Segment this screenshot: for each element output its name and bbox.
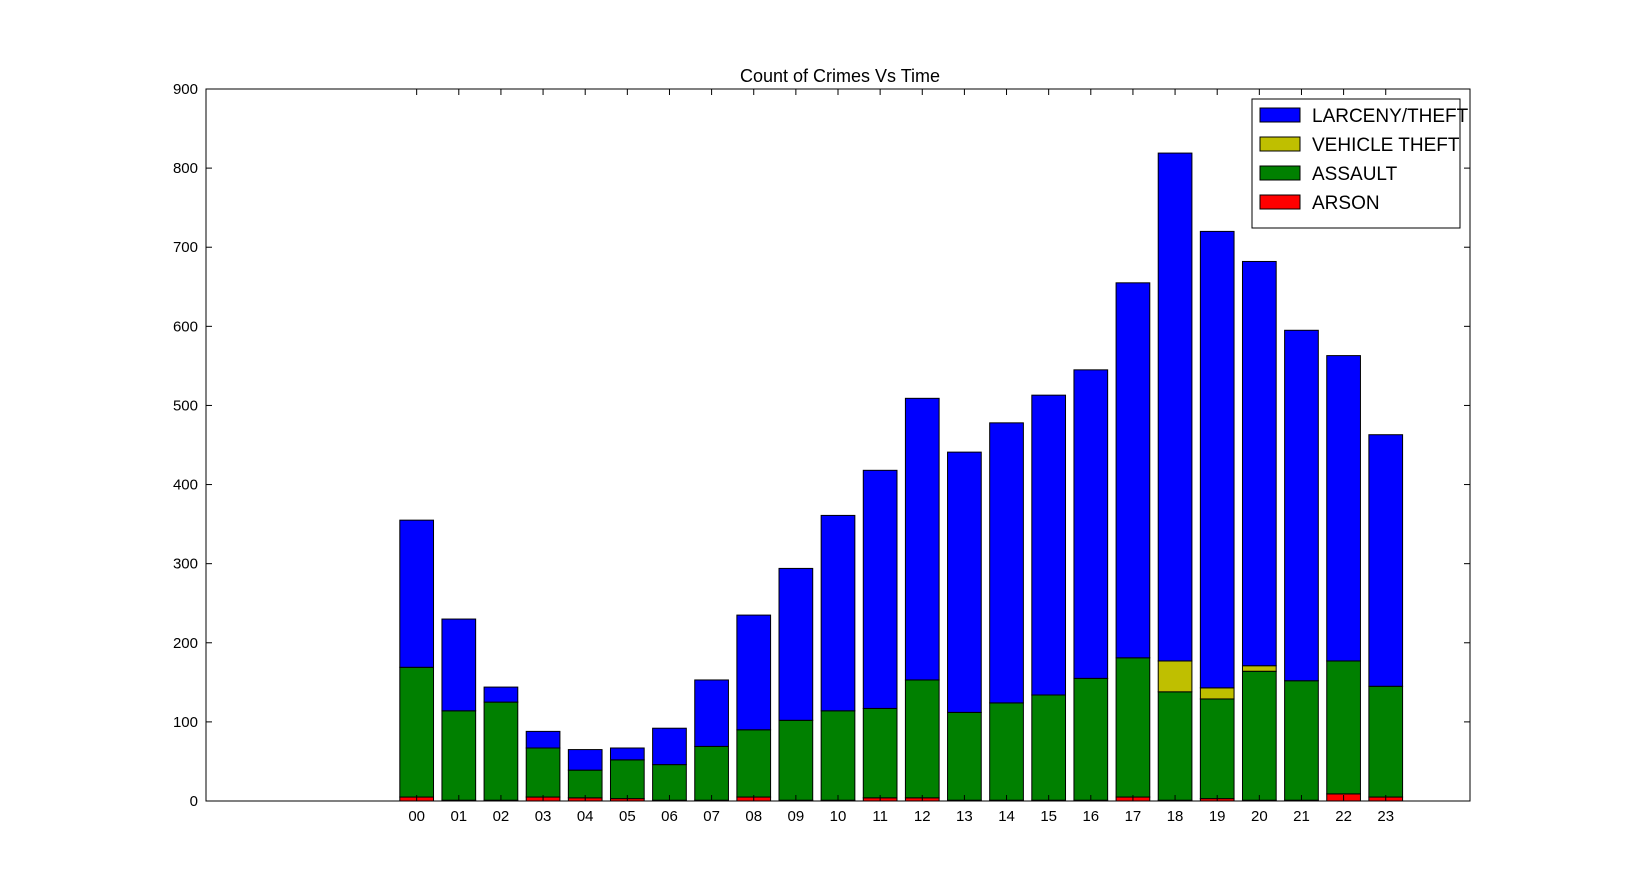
bars-layer: [399, 152, 1404, 802]
bar-larceny-theft-10: [820, 514, 856, 712]
legend-label: LARCENY/THEFT: [1312, 106, 1469, 127]
bar-assault-08: [736, 729, 772, 798]
bar-assault-04: [567, 769, 603, 799]
x-tick-label: 12: [914, 808, 931, 825]
bar-assault-18: [1157, 691, 1193, 801]
bar-assault-03: [525, 747, 561, 798]
bar-larceny-theft-05: [609, 747, 645, 761]
x-tick-label: 22: [1335, 808, 1352, 825]
bar-larceny-theft-19: [1199, 230, 1235, 689]
bar-larceny-theft-14: [989, 422, 1024, 704]
bar-larceny-theft-08: [736, 614, 772, 731]
y-tick-label: 700: [173, 239, 198, 256]
x-tick-label: 16: [1082, 808, 1099, 825]
bar-larceny-theft-18: [1157, 152, 1193, 662]
x-tick-label: 01: [450, 808, 467, 825]
bar-larceny-theft-01: [441, 618, 477, 712]
x-tick-label: 00: [408, 808, 425, 825]
x-tick-label: 04: [577, 808, 594, 825]
bar-larceny-theft-23: [1368, 434, 1404, 687]
bar-assault-01: [441, 710, 477, 801]
legend-label: ARSON: [1312, 193, 1380, 214]
x-tick-label: 06: [661, 808, 678, 825]
bar-vehicle-theft-18: [1157, 660, 1193, 693]
bar-larceny-theft-17: [1115, 282, 1151, 659]
bar-larceny-theft-03: [525, 730, 561, 749]
bar-assault-15: [1031, 694, 1067, 801]
x-tick-label: 14: [998, 808, 1015, 825]
legend-swatch: [1259, 107, 1301, 123]
bar-larceny-theft-04: [567, 749, 603, 771]
bar-assault-21: [1284, 680, 1319, 801]
bar-assault-07: [694, 745, 729, 801]
y-tick-label: 0: [190, 793, 198, 810]
y-tick-label: 100: [173, 714, 198, 731]
x-tick-label: 09: [788, 808, 805, 825]
y-tick-label: 900: [173, 81, 198, 98]
x-tick-label: 20: [1251, 808, 1268, 825]
bar-assault-16: [1073, 677, 1109, 801]
y-tick-label: 300: [173, 556, 198, 573]
x-tick-label: 19: [1209, 808, 1226, 825]
y-tick-label: 600: [173, 318, 198, 335]
bar-larceny-theft-07: [694, 679, 729, 747]
x-tick-label: 11: [872, 808, 888, 825]
legend-label: VEHICLE THEFT: [1312, 135, 1460, 156]
y-axis: 0 100 200 300 400 500 600 700 800 900: [173, 81, 1470, 810]
bar-larceny-theft-02: [483, 686, 519, 703]
x-tick-label: 07: [703, 808, 720, 825]
bar-vehicle-theft-20: [1241, 665, 1277, 672]
x-tick-label: 03: [535, 808, 552, 825]
x-tick-label: 15: [1040, 808, 1057, 825]
legend-swatch: [1259, 165, 1301, 181]
x-tick-label: 08: [745, 808, 762, 825]
bar-assault-17: [1115, 657, 1151, 798]
bar-assault-06: [652, 764, 687, 801]
bar-larceny-theft-20: [1241, 260, 1277, 667]
legend: LARCENY/THEFT VEHICLE THEFT ASSAULT ARSON: [1251, 98, 1469, 229]
bar-larceny-theft-16: [1073, 369, 1109, 679]
x-axis: 00 01 02 03 04 05 06 07 08 09 10 11 12 13 14 15 16 17 18 19…: [408, 89, 1394, 825]
bar-larceny-theft-12: [904, 397, 940, 681]
bar-assault-00: [399, 666, 435, 798]
bar-assault-02: [483, 701, 519, 801]
legend-swatch: [1259, 136, 1301, 152]
bar-assault-22: [1326, 660, 1361, 795]
bar-assault-19: [1199, 698, 1235, 800]
x-tick-label: 23: [1377, 808, 1394, 825]
x-tick-label: 17: [1125, 808, 1142, 825]
bar-assault-12: [904, 679, 940, 799]
legend-swatch: [1259, 194, 1301, 210]
y-tick-label: 500: [173, 397, 198, 414]
bar-larceny-theft-21: [1284, 329, 1319, 682]
x-tick-label: 21: [1293, 808, 1310, 825]
y-tick-label: 400: [173, 477, 198, 494]
bar-larceny-theft-11: [862, 469, 898, 709]
bar-larceny-theft-15: [1031, 394, 1067, 696]
x-tick-label: 10: [830, 808, 847, 825]
bar-larceny-theft-00: [399, 519, 435, 668]
y-tick-label: 800: [173, 160, 198, 177]
bar-assault-23: [1368, 685, 1404, 798]
bar-assault-11: [862, 707, 898, 799]
bar-assault-14: [989, 702, 1024, 801]
bar-larceny-theft-06: [652, 727, 687, 766]
x-tick-label: 05: [619, 808, 636, 825]
bar-larceny-theft-22: [1326, 355, 1361, 662]
y-tick-label: 200: [173, 635, 198, 652]
bar-assault-10: [820, 710, 856, 801]
x-tick-label: 02: [493, 808, 510, 825]
bar-larceny-theft-09: [778, 567, 814, 721]
x-tick-label: 18: [1167, 808, 1184, 825]
chart-title: Count of Crimes Vs Time: [740, 66, 940, 86]
bar-assault-05: [609, 759, 645, 800]
bar-assault-20: [1241, 670, 1277, 801]
bar-vehicle-theft-19: [1199, 687, 1235, 700]
bar-assault-09: [778, 719, 814, 801]
legend-label: ASSAULT: [1312, 164, 1398, 185]
bar-assault-13: [947, 711, 982, 801]
x-tick-label: 13: [956, 808, 973, 825]
bar-larceny-theft-13: [947, 451, 982, 713]
